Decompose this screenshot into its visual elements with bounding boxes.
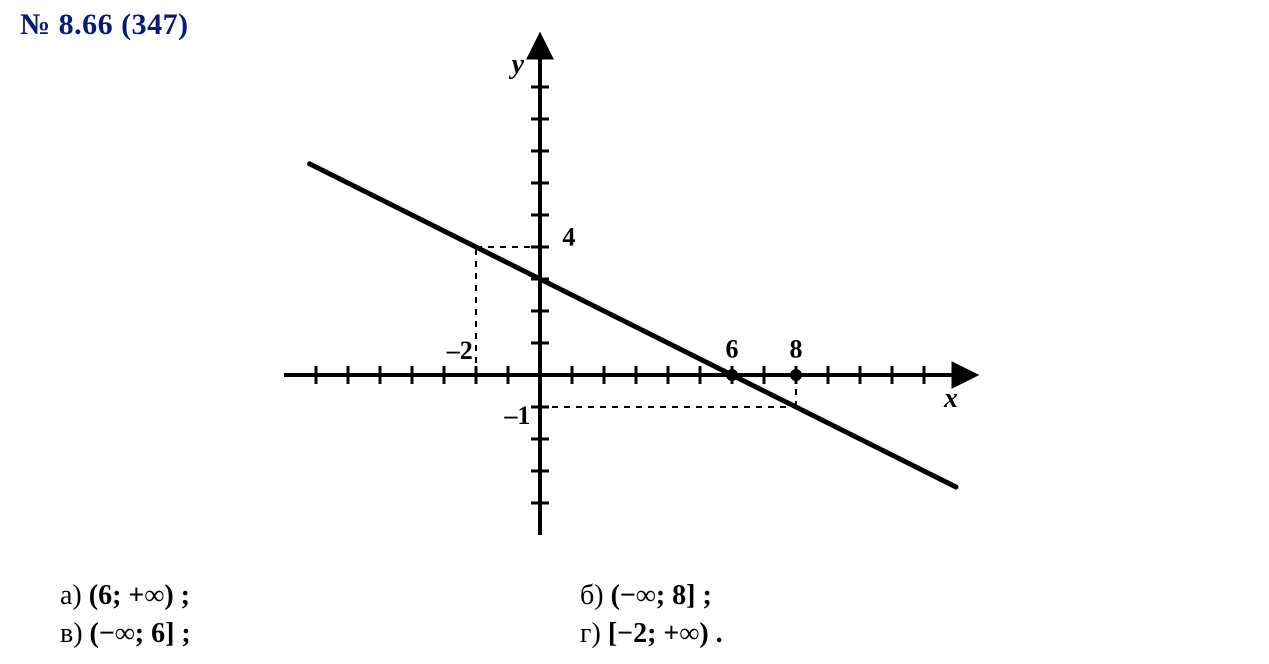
answer-g-interval: [−2; +∞) . — [608, 618, 723, 649]
answers-row-2: в) (−∞; 6] ; г) [−2; +∞) . — [60, 618, 1160, 650]
problem-number: № 8.66 (347) — [20, 8, 189, 42]
page-root: № 8.66 (347) x y 4 –2 –1 6 8 а) (6; +∞) ; б) (… — [0, 0, 1269, 664]
svg-text:–1: –1 — [503, 401, 530, 430]
svg-text:8: 8 — [790, 334, 803, 363]
answer-v-interval: (−∞; 6] ; — [90, 618, 191, 649]
answer-a-interval: (6; +∞) ; — [89, 580, 190, 611]
answer-v-letter: в) — [60, 618, 83, 649]
answer-b-interval: (−∞; 8] ; — [611, 580, 712, 611]
svg-text:y: y — [509, 49, 525, 80]
answers-block: а) (6; +∞) ; б) (−∞; 8] ; в) (−∞; 6] ; г… — [60, 580, 1160, 650]
answer-v: в) (−∞; 6] ; — [60, 618, 580, 650]
svg-text:x: x — [943, 383, 958, 414]
svg-text:4: 4 — [562, 222, 575, 251]
answer-a: а) (6; +∞) ; — [60, 580, 580, 612]
svg-text:–2: –2 — [446, 336, 473, 365]
answer-a-letter: а) — [60, 580, 82, 611]
graph-svg: x y 4 –2 –1 6 8 — [260, 15, 980, 555]
answers-row-1: а) (6; +∞) ; б) (−∞; 8] ; — [60, 580, 1160, 612]
svg-text:6: 6 — [726, 334, 739, 363]
answer-g: г) [−2; +∞) . — [580, 618, 1100, 650]
answer-g-letter: г) — [580, 618, 601, 649]
coordinate-graph: x y 4 –2 –1 6 8 — [260, 15, 980, 555]
answer-b-letter: б) — [580, 580, 604, 611]
answer-b: б) (−∞; 8] ; — [580, 580, 1100, 612]
